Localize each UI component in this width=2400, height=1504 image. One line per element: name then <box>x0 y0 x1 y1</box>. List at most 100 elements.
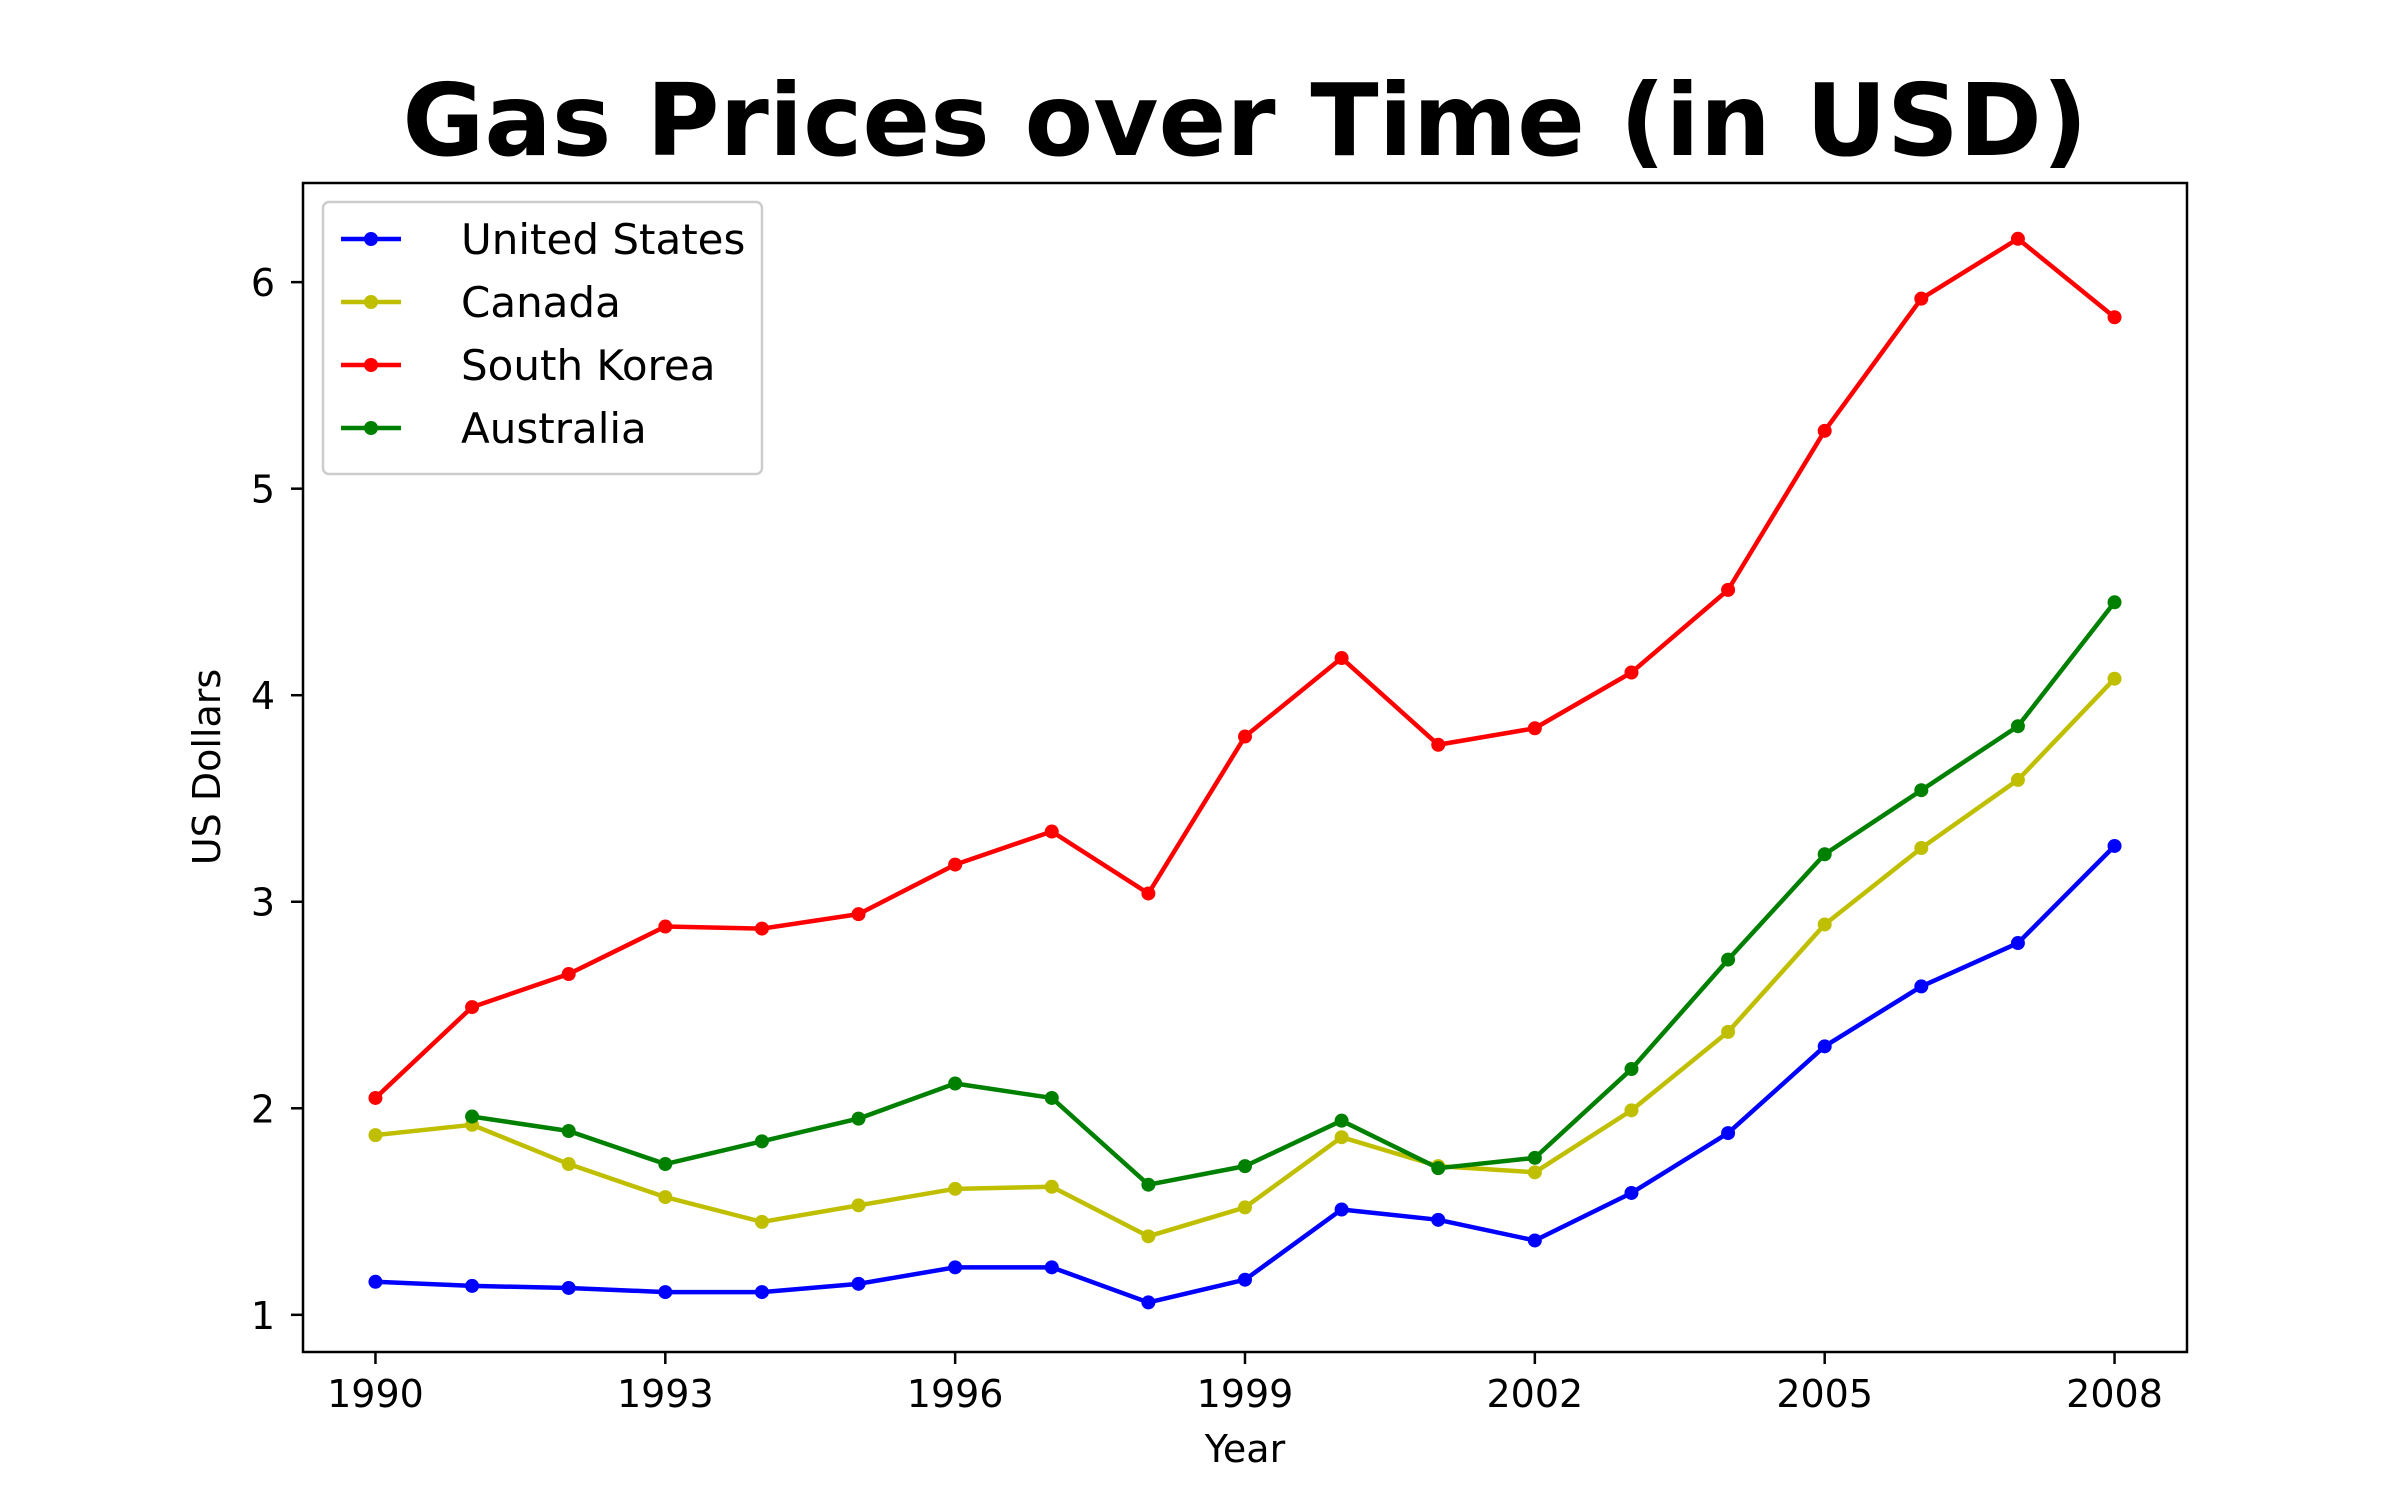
legend-label: Canada <box>461 278 621 327</box>
data-point-australia <box>1045 1091 1059 1105</box>
data-point-australia <box>1238 1159 1252 1173</box>
x-tick-label: 1999 <box>1197 1372 1294 1416</box>
data-point-south-korea <box>1914 292 1928 306</box>
x-tick-label: 2002 <box>1486 1372 1583 1416</box>
legend-label: Australia <box>461 404 647 453</box>
data-point-australia <box>948 1077 962 1091</box>
data-point-united-states <box>562 1281 576 1295</box>
data-point-south-korea <box>658 920 672 934</box>
data-point-south-korea <box>1624 665 1638 679</box>
x-axis-label: Year <box>1204 1427 1286 1471</box>
data-point-south-korea <box>1431 738 1445 752</box>
y-tick-label: 4 <box>251 674 275 718</box>
data-point-south-korea <box>1528 721 1542 735</box>
x-tick-label: 2005 <box>1776 1372 1873 1416</box>
data-point-united-states <box>1818 1039 1832 1053</box>
data-point-south-korea <box>465 1000 479 1014</box>
data-point-australia <box>755 1134 769 1148</box>
y-axis-label: US Dollars <box>185 669 229 865</box>
data-point-south-korea <box>1721 583 1735 597</box>
data-point-australia <box>1141 1178 1155 1192</box>
legend-swatch-marker <box>364 232 378 246</box>
data-point-australia <box>1528 1151 1542 1165</box>
data-point-united-states <box>1721 1126 1735 1140</box>
legend-swatch-marker <box>364 295 378 309</box>
data-point-united-states <box>2108 839 2122 853</box>
data-point-united-states <box>1045 1260 1059 1274</box>
data-point-south-korea <box>2108 310 2122 324</box>
data-point-australia <box>465 1110 479 1124</box>
data-point-canada <box>1914 841 1928 855</box>
data-point-canada <box>2108 672 2122 686</box>
data-point-canada <box>1528 1165 1542 1179</box>
y-tick-label: 3 <box>251 881 275 925</box>
data-point-australia <box>562 1124 576 1138</box>
data-point-united-states <box>1624 1186 1638 1200</box>
x-tick-label: 2008 <box>2066 1372 2163 1416</box>
data-point-canada <box>1818 917 1832 931</box>
legend-label: South Korea <box>461 341 715 390</box>
data-point-canada <box>1141 1229 1155 1243</box>
data-point-united-states <box>852 1277 866 1291</box>
data-point-south-korea <box>1238 730 1252 744</box>
data-point-united-states <box>1335 1202 1349 1216</box>
data-point-australia <box>852 1112 866 1126</box>
chart-title: Gas Prices over Time (in USD) <box>402 62 2087 179</box>
data-point-united-states <box>948 1260 962 1274</box>
data-point-australia <box>2108 595 2122 609</box>
x-tick-label: 1990 <box>327 1372 424 1416</box>
data-point-united-states <box>1238 1273 1252 1287</box>
data-point-united-states <box>465 1279 479 1293</box>
data-point-south-korea <box>755 922 769 936</box>
data-point-canada <box>368 1128 382 1142</box>
data-point-australia <box>1624 1062 1638 1076</box>
data-point-canada <box>852 1198 866 1212</box>
data-point-south-korea <box>562 967 576 981</box>
data-point-canada <box>2011 773 2025 787</box>
data-point-united-states <box>1141 1295 1155 1309</box>
data-point-south-korea <box>1141 886 1155 900</box>
x-tick-label: 1996 <box>907 1372 1004 1416</box>
data-point-united-states <box>368 1275 382 1289</box>
y-tick-label: 2 <box>251 1087 275 1131</box>
data-point-australia <box>1914 783 1928 797</box>
data-point-canada <box>755 1215 769 1229</box>
data-point-australia <box>1721 953 1735 967</box>
data-point-south-korea <box>1335 651 1349 665</box>
legend: United States Canada South Korea Australia <box>323 202 762 474</box>
legend-swatch-marker <box>364 421 378 435</box>
data-point-south-korea <box>368 1091 382 1105</box>
data-point-united-states <box>1528 1233 1542 1247</box>
y-tick-label: 5 <box>251 468 275 512</box>
x-tick-label: 1993 <box>617 1372 714 1416</box>
data-point-united-states <box>755 1285 769 1299</box>
data-point-canada <box>1045 1180 1059 1194</box>
data-point-australia <box>2011 719 2025 733</box>
y-tick-label: 1 <box>251 1294 275 1338</box>
data-point-canada <box>1238 1200 1252 1214</box>
y-tick-label: 6 <box>251 261 275 305</box>
data-point-canada <box>658 1190 672 1204</box>
data-point-canada <box>1624 1103 1638 1117</box>
legend-swatch-marker <box>364 358 378 372</box>
data-point-australia <box>658 1157 672 1171</box>
data-point-australia <box>1335 1114 1349 1128</box>
data-point-united-states <box>2011 936 2025 950</box>
data-point-south-korea <box>948 858 962 872</box>
data-point-canada <box>562 1157 576 1171</box>
data-point-australia <box>1818 847 1832 861</box>
data-point-canada <box>1721 1025 1735 1039</box>
data-point-south-korea <box>1818 424 1832 438</box>
data-point-united-states <box>1431 1213 1445 1227</box>
data-point-canada <box>1335 1130 1349 1144</box>
data-point-south-korea <box>1045 825 1059 839</box>
data-point-south-korea <box>852 907 866 921</box>
data-point-canada <box>948 1182 962 1196</box>
legend-label: United States <box>461 215 745 264</box>
data-point-united-states <box>1914 979 1928 993</box>
data-point-south-korea <box>2011 232 2025 246</box>
data-point-united-states <box>658 1285 672 1299</box>
data-point-australia <box>1431 1161 1445 1175</box>
